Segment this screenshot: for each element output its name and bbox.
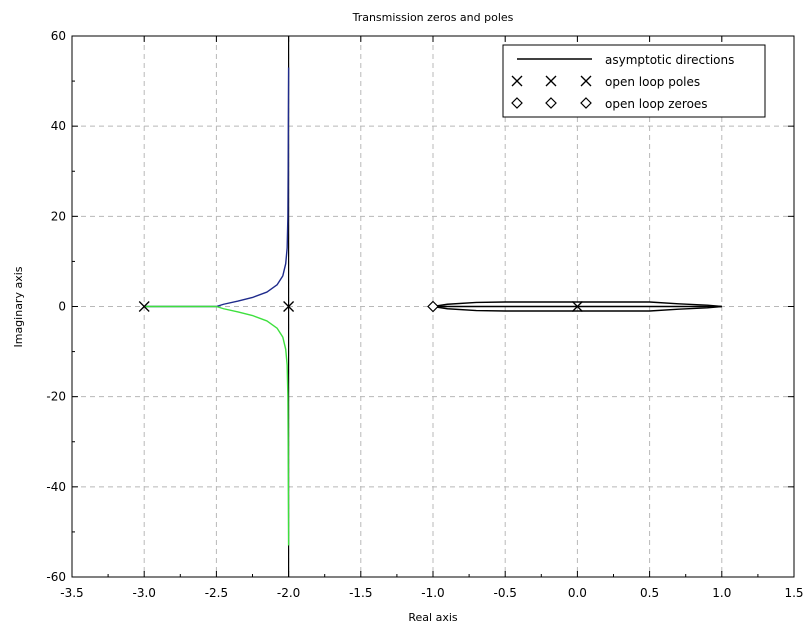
x-tick-label: 1.0 [712,586,731,600]
x-stroke [511,75,523,87]
locus-branch-1 [144,305,290,546]
x-stroke [283,301,295,312]
x-tick-label: -2.0 [277,586,300,600]
zero-marker [427,300,439,313]
locus-branch-2 [432,301,722,308]
x-tick-label: -1.0 [421,586,444,600]
legend-pole-icon [511,75,523,87]
x-tick-label: 1.5 [784,586,803,600]
legend-label-poles: open loop poles [605,75,700,89]
pole-marker [571,301,583,312]
legend-label-asymptotic: asymptotic directions [605,53,734,67]
legend-zero-icon [511,97,523,109]
legend-label-zeroes: open loop zeroes [605,97,708,111]
x-tick-label: 0.5 [640,586,659,600]
legend-pole-icon [580,75,592,87]
y-tick-label: 20 [51,209,66,223]
x-tick-label: -0.5 [493,586,516,600]
legend-zero-markers [511,97,592,109]
y-tick-label: 60 [51,29,66,43]
x-stroke [571,301,583,312]
y-tick-label: -20 [46,390,66,404]
legend-zero-icon [580,97,592,109]
y-tick-label: 0 [58,300,66,314]
x-tick-label: -3.5 [60,586,83,600]
locus-branch-3 [432,305,722,312]
legend-pole-icon [545,75,557,87]
x-tick-label: -1.5 [349,586,372,600]
legend: asymptotic directions open loop poles op… [502,44,766,118]
legend-box [502,44,766,118]
tick-layer: -3.5 -3.0 -2.5 -2.0 -1.5 -1.0 -0.5 0.0 0.5 1.0 1.5… [46,29,803,600]
x-stroke [545,75,557,87]
x-tick-label: -3.0 [132,586,155,600]
x-stroke [580,75,592,87]
y-tick-label: 40 [51,119,66,133]
pole-marker [138,301,150,312]
marker-layer [138,300,583,313]
x-tick-label: 0.0 [568,586,587,600]
pole-marker [283,301,295,312]
x-axis-title: Real axis [408,611,458,624]
chart-title: Transmission zeros and poles [352,11,514,24]
legend-pole-markers [511,75,592,87]
x-tick-label: -2.5 [205,586,228,600]
legend-zero-icon [545,97,557,109]
y-axis-title: Imaginary axis [12,266,25,347]
y-tick-label: -60 [46,570,66,584]
x-stroke [138,301,150,312]
series-layer [144,67,722,546]
y-tick-label: -40 [46,480,66,494]
